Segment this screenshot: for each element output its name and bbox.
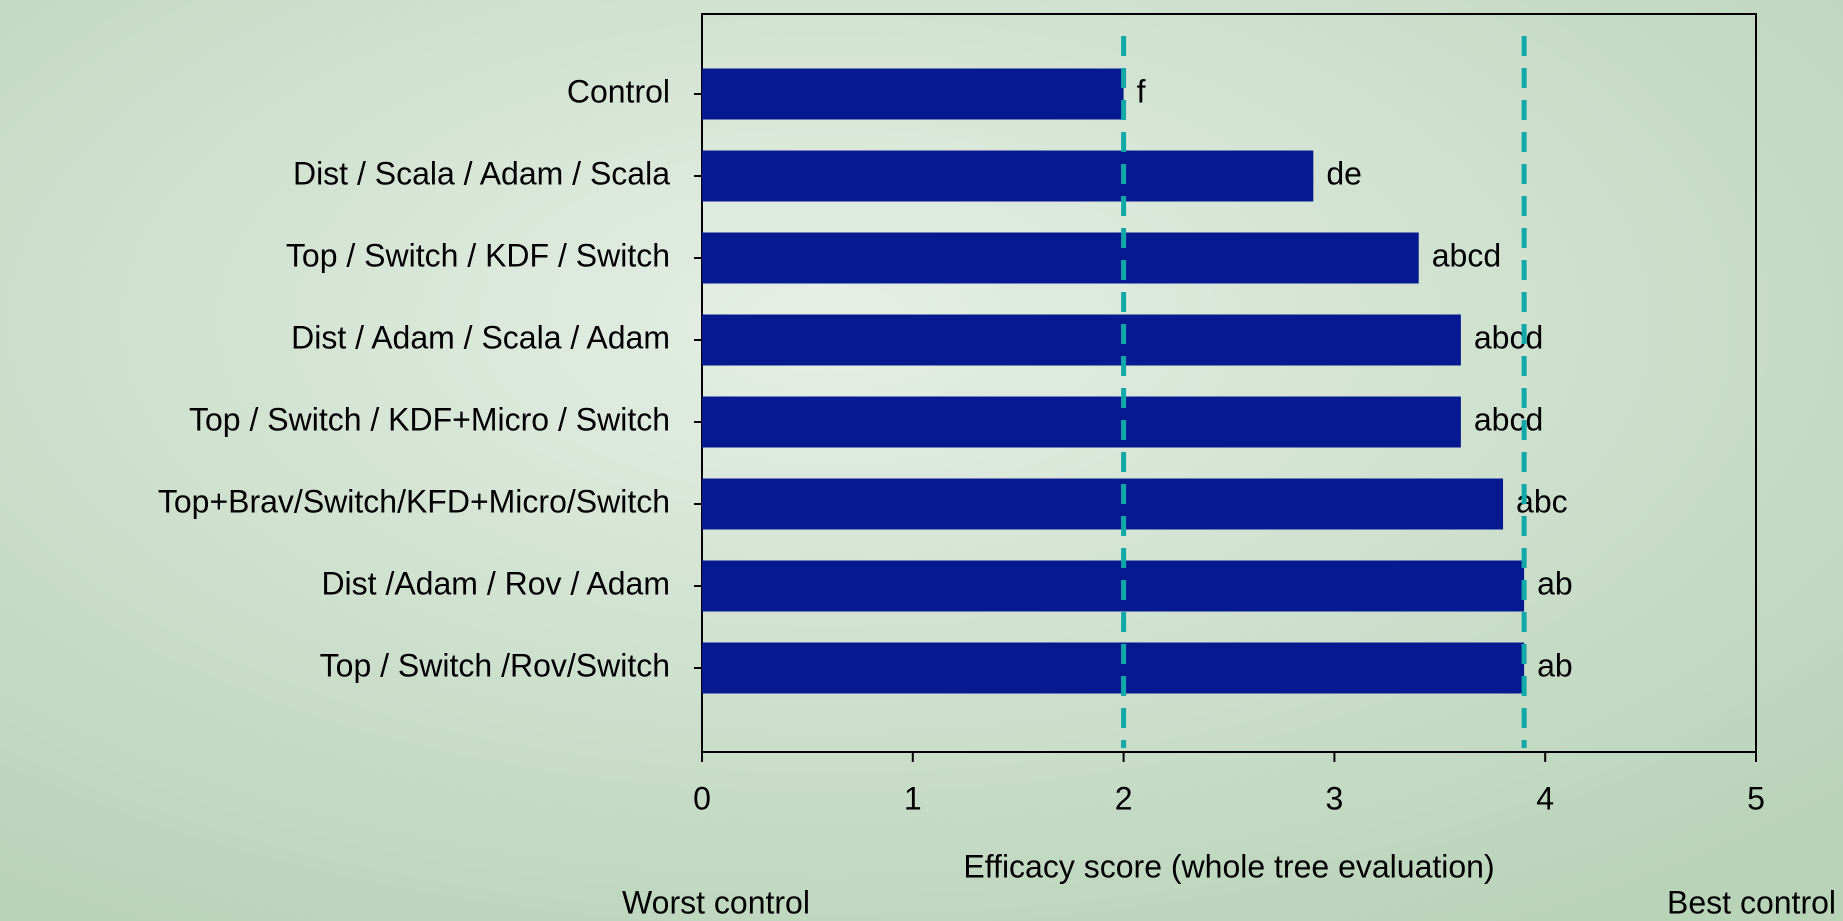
bar bbox=[702, 560, 1525, 612]
y-tick-label: Top / Switch / KDF / Switch bbox=[286, 237, 670, 273]
y-tick-label: Dist / Scala / Adam / Scala bbox=[293, 155, 670, 191]
bar bbox=[702, 150, 1314, 202]
y-tick-label: Control bbox=[567, 73, 670, 109]
left-note: Worst control bbox=[622, 884, 810, 920]
x-tick-label: 3 bbox=[1326, 780, 1344, 816]
y-tick-label: Top+Brav/Switch/KFD+Micro/Switch bbox=[158, 483, 670, 519]
x-tick-label: 0 bbox=[693, 780, 711, 816]
x-axis-label: Efficacy score (whole tree evaluation) bbox=[963, 848, 1494, 884]
y-tick-label: Dist /Adam / Rov / Adam bbox=[321, 565, 670, 601]
y-tick-label: Top / Switch / KDF+Micro / Switch bbox=[189, 401, 670, 437]
bar bbox=[702, 478, 1504, 530]
bar bbox=[702, 314, 1461, 366]
right-note: Best control bbox=[1667, 884, 1836, 920]
bar bbox=[702, 68, 1124, 120]
x-tick-label: 2 bbox=[1115, 780, 1133, 816]
x-tick-label: 4 bbox=[1536, 780, 1554, 816]
y-tick-label: Dist / Adam / Scala / Adam bbox=[291, 319, 670, 355]
x-tick-label: 1 bbox=[904, 780, 922, 816]
bar bbox=[702, 396, 1461, 448]
annotation: ab bbox=[1537, 647, 1573, 683]
x-tick-label: 5 bbox=[1747, 780, 1765, 816]
annotation: abcd bbox=[1432, 237, 1501, 273]
bar bbox=[702, 232, 1419, 284]
y-tick-label: Top / Switch /Rov/Switch bbox=[320, 647, 670, 683]
annotation: f bbox=[1137, 73, 1146, 109]
annotation: abcd bbox=[1474, 401, 1543, 437]
annotation: de bbox=[1326, 155, 1362, 191]
bar bbox=[702, 642, 1525, 694]
annotation: ab bbox=[1537, 565, 1573, 601]
plot-frame bbox=[701, 13, 1757, 753]
annotation: abcd bbox=[1474, 319, 1543, 355]
